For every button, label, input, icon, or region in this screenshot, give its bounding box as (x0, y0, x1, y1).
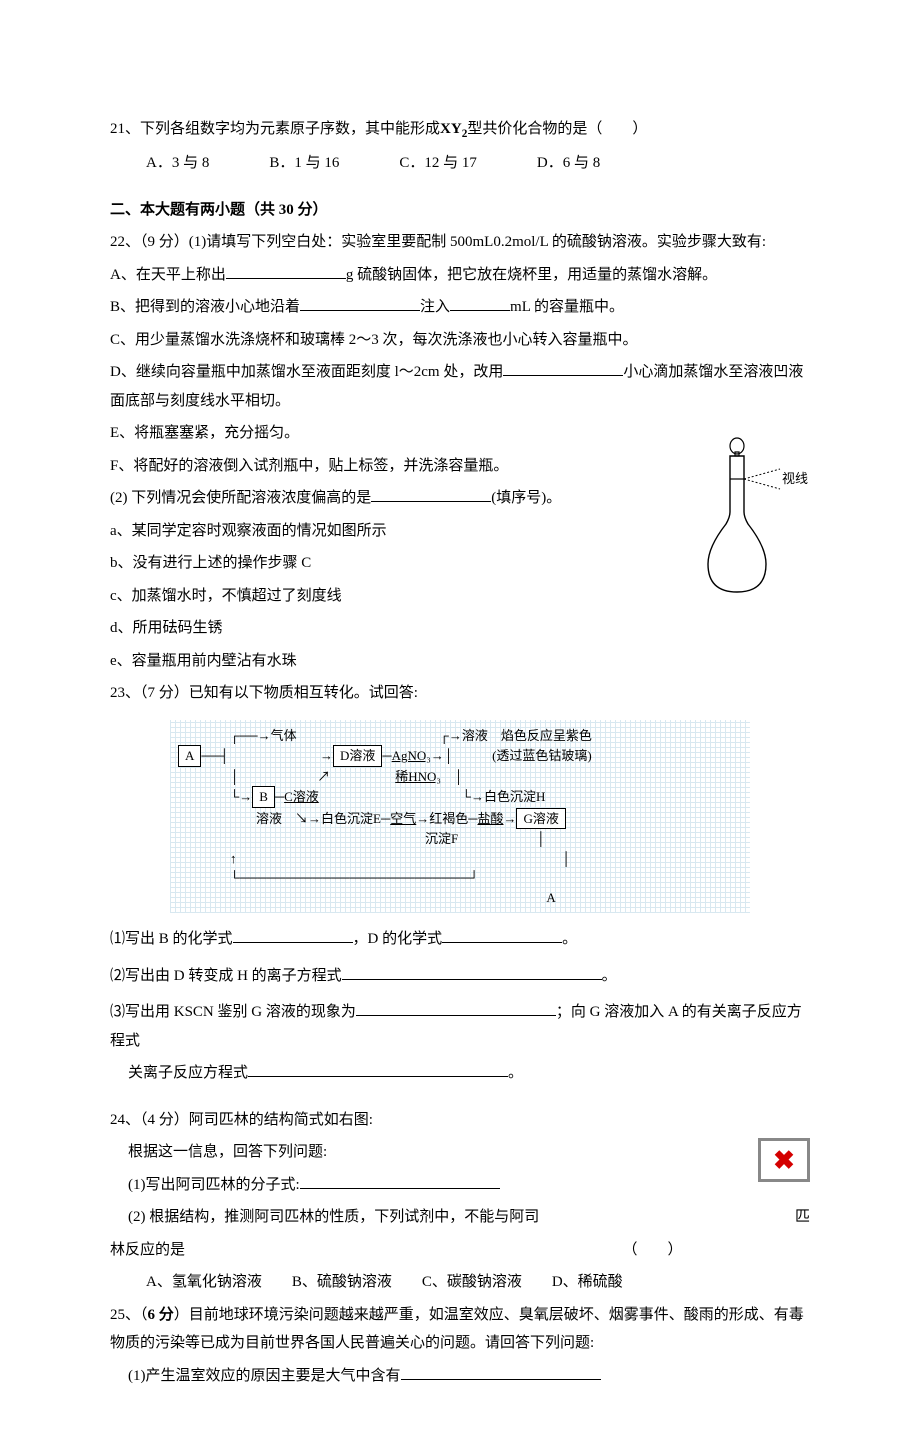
section2-title: 二、本大题有两小题（共 30 分） (110, 196, 810, 225)
q22-opt-e: e、容量瓶用前内壁沾有水珠 (110, 647, 810, 676)
q22-opt-d: d、所用砝码生锈 (110, 614, 810, 643)
blank (442, 928, 562, 943)
flask-icon (690, 432, 810, 602)
blank (342, 965, 602, 980)
blank (503, 361, 623, 376)
q24-intro: 24、（4 分）阿司匹林的结构简式如右图: (110, 1106, 810, 1135)
q24-p2-line1: (2) 根据结构，推测阿司匹林的性质，下列试剂中，不能与阿司 匹 (110, 1203, 810, 1232)
q21-opt-b: B．1 与 16 (269, 149, 339, 178)
blank (401, 1365, 601, 1380)
q22-step-a: A、在天平上称出g 硫酸钠固体，把它放在烧杯里，用适量的蒸馏水溶解。 (110, 261, 810, 290)
q23-p3-line2: 。 关离子反应方程式。 (110, 1059, 810, 1088)
broken-image-icon: ✖ (773, 1136, 795, 1185)
q23-intro: 23、（7 分）已知有以下物质相互转化。试回答: (110, 679, 810, 708)
q24-options: A、氢氧化钠溶液 B、硫酸钠溶液 C、碳酸钠溶液 D、稀硫酸 (110, 1268, 810, 1297)
q22-step-c: C、用少量蒸馏水洗涤烧杯和玻璃棒 2～3 次，每次洗涤液也小心转入容量瓶中。 (110, 326, 810, 355)
q21-stem: 21、下列各组数字均为元素原子序数，其中能形成XY2型共价化合物的是（ ） (110, 115, 810, 145)
q23-diagram: ┌──→气体 ┌→溶液 焰色反应呈紫色 A──┤ →D溶液─AgNO₃→│ (透… (170, 720, 750, 914)
q24-p2-line2: 林反应的是 （ ） (110, 1236, 810, 1265)
flask-sightline-label: 视线 (782, 467, 808, 492)
blank (233, 928, 353, 943)
q21-options: A．3 与 8 B．1 与 16 C．12 与 17 D．6 与 8 (110, 149, 810, 178)
blank (248, 1062, 508, 1077)
q21-opt-d: D．6 与 8 (537, 149, 600, 178)
blank (371, 487, 491, 502)
q25-intro: 25、（6 分）目前地球环境污染问题越来越严重，如温室效应、臭氧层破坏、烟雾事件… (110, 1301, 810, 1358)
q21-text-end: 型共价化合物的是（ ） (467, 121, 647, 137)
blank (300, 1174, 500, 1189)
volumetric-flask-figure: 视线 (690, 432, 810, 613)
q24-p1: (1)写出阿司匹林的分子式: (110, 1171, 810, 1200)
q21-text-pre: 21、下列各组数字均为元素原子序数，其中能形成 (110, 121, 440, 137)
q22-step-d: D、继续向容量瓶中加蒸馏水至液面距刻度 l～2cm 处，改用小心滴加蒸馏水至溶液… (110, 358, 810, 415)
q24-line1: 根据这一信息，回答下列问题: (110, 1138, 810, 1167)
q22-step-b: B、把得到的溶液小心地沿着注入mL 的容量瓶中。 (110, 293, 810, 322)
q25-p1: (1)产生温室效应的原因主要是大气中含有 (110, 1362, 810, 1391)
q23-p2: ⑵写出由 D 转变成 H 的离子方程式。 (110, 962, 810, 991)
q23-p1: ⑴写出 B 的化学式，D 的化学式。 (110, 925, 810, 954)
q21-opt-a: A．3 与 8 (146, 149, 209, 178)
q23-p3: ⑶写出用 KSCN 鉴别 G 溶液的现象为；向 G 溶液加入 A 的有关离子反应… (110, 998, 810, 1055)
blank (300, 296, 420, 311)
blank (356, 1001, 556, 1016)
q21-opt-c: C．12 与 17 (399, 149, 477, 178)
q21-bold: XY2 (440, 121, 467, 137)
q22-intro: 22、（9 分）(1)请填写下列空白处：实验室里要配制 500mL0.2mol/… (110, 228, 810, 257)
blank (226, 264, 346, 279)
aspirin-image-placeholder: ✖ (758, 1138, 810, 1182)
blank (450, 296, 510, 311)
